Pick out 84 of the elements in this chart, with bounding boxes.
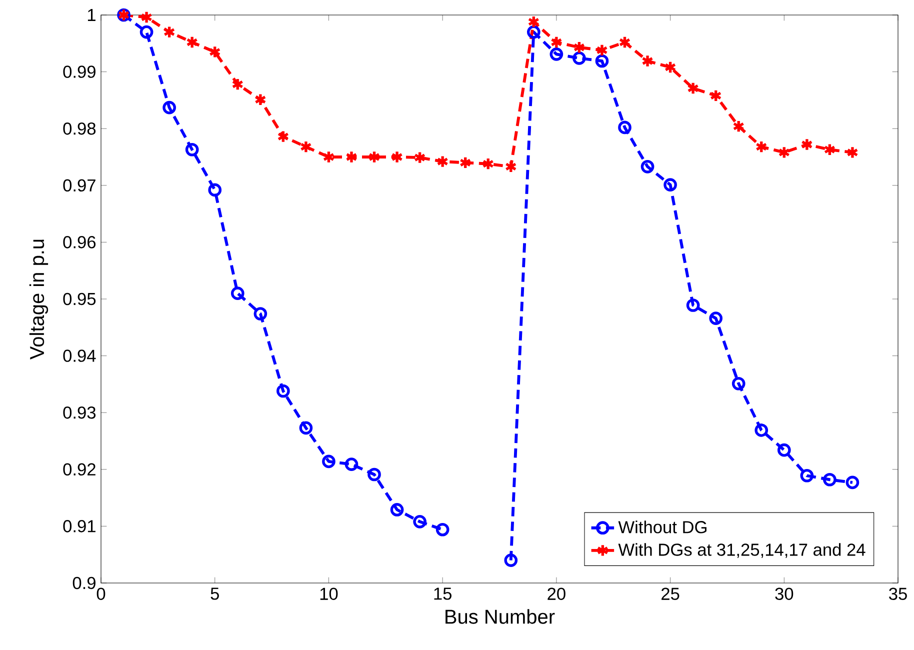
point xyxy=(300,140,312,154)
point xyxy=(254,92,266,106)
point xyxy=(823,472,836,486)
point xyxy=(390,503,404,516)
point xyxy=(550,48,564,61)
y-tick-label: 0.96 xyxy=(63,236,96,248)
point xyxy=(208,183,222,197)
point xyxy=(163,25,176,39)
point xyxy=(595,54,609,68)
y-tick-label: 0.99 xyxy=(63,66,96,78)
point xyxy=(664,178,677,192)
point xyxy=(504,160,517,174)
y-tick-label: 0.95 xyxy=(63,292,96,306)
point xyxy=(596,44,608,57)
point xyxy=(344,458,358,471)
point xyxy=(436,154,449,168)
y-tick-label: 0.93 xyxy=(63,406,96,419)
point xyxy=(276,384,290,398)
point xyxy=(208,45,221,59)
point xyxy=(140,10,152,24)
point xyxy=(368,150,380,164)
y-tick-label: 0.9 xyxy=(72,576,96,590)
point xyxy=(482,157,494,170)
point xyxy=(710,88,722,102)
x-tick-label: 5 xyxy=(210,588,219,600)
point xyxy=(254,307,268,320)
x-axis-title: Bus Number xyxy=(446,609,555,624)
point xyxy=(800,138,813,152)
point xyxy=(277,130,290,144)
legend-label: With DGs at 31,25,14,17 and 24 xyxy=(618,543,866,558)
point xyxy=(572,51,586,65)
y-tick-label: 1 xyxy=(88,9,96,21)
x-tick-label: 20 xyxy=(548,588,566,600)
point xyxy=(664,60,676,74)
y-tick-label: 0.97 xyxy=(63,179,96,192)
x-tick-label: 15 xyxy=(434,588,452,600)
point xyxy=(618,36,631,49)
point xyxy=(232,78,244,91)
point xyxy=(322,454,336,468)
point xyxy=(322,150,335,164)
point xyxy=(755,140,768,154)
point xyxy=(391,150,403,164)
point xyxy=(846,146,858,160)
point xyxy=(504,554,518,567)
point xyxy=(686,298,700,312)
point xyxy=(640,160,654,174)
y-tick-label: 0.94 xyxy=(63,350,96,362)
point xyxy=(459,156,472,170)
point xyxy=(368,468,381,482)
point xyxy=(162,100,176,114)
point xyxy=(777,443,791,457)
point xyxy=(732,376,746,390)
point xyxy=(550,36,562,49)
point xyxy=(732,120,745,133)
y-axis-title: Voltage in p.u xyxy=(29,240,48,360)
point xyxy=(709,312,722,325)
point xyxy=(846,476,860,490)
point xyxy=(436,522,450,536)
point xyxy=(414,150,426,164)
point xyxy=(800,468,814,482)
x-tick-label: 35 xyxy=(889,588,907,600)
point xyxy=(299,421,313,435)
legend-label: Without DG xyxy=(618,520,706,534)
x-tick-label: 25 xyxy=(662,588,680,600)
x-tick-label: 10 xyxy=(320,588,338,600)
point xyxy=(413,514,426,528)
point xyxy=(642,54,654,68)
x-tick-label: 30 xyxy=(775,588,794,600)
y-tick-label: 0.98 xyxy=(63,122,96,135)
point xyxy=(824,142,836,156)
point xyxy=(687,82,700,95)
point xyxy=(346,150,358,164)
point xyxy=(573,40,586,54)
y-tick-label: 0.91 xyxy=(63,520,96,532)
point xyxy=(186,36,198,49)
y-tick-label: 0.92 xyxy=(63,463,96,476)
point xyxy=(754,424,768,437)
point xyxy=(140,25,154,39)
point xyxy=(185,142,199,156)
point xyxy=(778,146,790,160)
point xyxy=(618,120,632,134)
x-tick-label: 0 xyxy=(96,588,106,600)
point xyxy=(528,15,540,28)
point xyxy=(230,286,244,300)
